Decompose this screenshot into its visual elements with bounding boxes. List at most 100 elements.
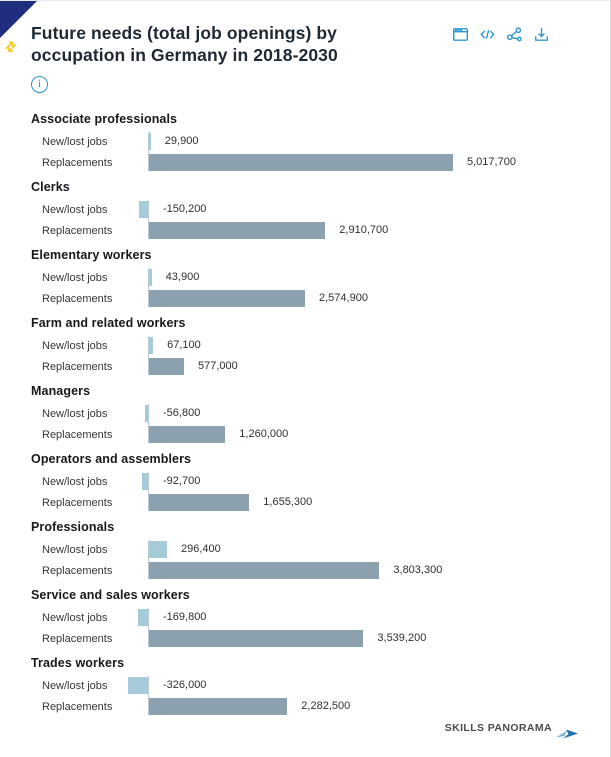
series-label: Replacements bbox=[42, 632, 113, 645]
bar[interactable] bbox=[149, 426, 226, 443]
category-label: Clerks bbox=[31, 180, 70, 194]
data-table-button[interactable] bbox=[452, 26, 469, 43]
bar[interactable] bbox=[149, 358, 184, 375]
series-label: New/lost jobs bbox=[42, 475, 108, 488]
plot-area: 5,017,700 bbox=[128, 152, 610, 173]
bar-row: Replacements 2,574,900 bbox=[42, 288, 610, 309]
plot-area: 1,655,300 bbox=[128, 492, 610, 513]
value-label: 3,539,200 bbox=[377, 632, 427, 644]
info-icon[interactable]: i bbox=[31, 76, 48, 93]
group-plot: New/lost jobs -92,700 Replacements 1,655… bbox=[42, 471, 610, 513]
page-title: Future needs (total job openings) by occu… bbox=[31, 22, 580, 66]
plot-area: 2,282,500 bbox=[128, 696, 610, 717]
bar[interactable] bbox=[149, 133, 151, 150]
series-label: New/lost jobs bbox=[42, 611, 108, 624]
plot-area: -150,200 bbox=[128, 199, 610, 220]
chart-toolbar bbox=[452, 26, 550, 43]
bar-row: New/lost jobs 43,900 bbox=[42, 267, 610, 288]
bar[interactable] bbox=[149, 337, 154, 354]
share-button[interactable] bbox=[506, 26, 523, 43]
chart-header: Future needs (total job openings) by occu… bbox=[0, 1, 610, 93]
value-label: 43,900 bbox=[165, 271, 200, 283]
chart-group: Operators and assemblers New/lost jobs -… bbox=[31, 451, 610, 519]
bar[interactable] bbox=[128, 677, 148, 694]
plot-area: 2,910,700 bbox=[128, 220, 610, 241]
plot-area: 29,900 bbox=[128, 131, 610, 152]
bar[interactable] bbox=[149, 222, 326, 239]
chart-group: Professionals New/lost jobs 296,400 Repl… bbox=[31, 519, 610, 587]
category-label: Trades workers bbox=[31, 656, 125, 670]
bar[interactable] bbox=[137, 609, 148, 626]
bar-row: New/lost jobs 67,100 bbox=[42, 335, 610, 356]
series-label: New/lost jobs bbox=[42, 271, 108, 284]
zero-axis-line bbox=[148, 404, 149, 443]
bar[interactable] bbox=[149, 290, 305, 307]
plot-area: -56,800 bbox=[128, 403, 610, 424]
category-label: Elementary workers bbox=[31, 248, 152, 262]
plot-area: 1,260,000 bbox=[128, 424, 610, 445]
series-label: Replacements bbox=[42, 292, 113, 305]
embed-code-button[interactable] bbox=[479, 26, 496, 43]
series-label: New/lost jobs bbox=[42, 203, 108, 216]
chart-group: Associate professionals New/lost jobs 29… bbox=[31, 111, 610, 179]
plot-area: 43,900 bbox=[128, 267, 610, 288]
bar[interactable] bbox=[149, 494, 250, 511]
zero-axis-line bbox=[148, 268, 149, 307]
value-label: 29,900 bbox=[164, 135, 199, 147]
bar-row: Replacements 2,910,700 bbox=[42, 220, 610, 241]
bar-row: Replacements 1,655,300 bbox=[42, 492, 610, 513]
series-label: Replacements bbox=[42, 360, 113, 373]
group-plot: New/lost jobs 67,100 Replacements 577,00… bbox=[42, 335, 610, 377]
zero-axis-line bbox=[148, 336, 149, 375]
skills-panorama-credit[interactable]: SKILLS PANORAMA bbox=[445, 722, 579, 739]
group-plot: New/lost jobs -326,000 Replacements 2,28… bbox=[42, 675, 610, 717]
bar[interactable] bbox=[138, 201, 148, 218]
bar[interactable] bbox=[142, 473, 148, 490]
bar-row: New/lost jobs 296,400 bbox=[42, 539, 610, 560]
plot-area: 2,574,900 bbox=[128, 288, 610, 309]
value-label: 1,655,300 bbox=[263, 496, 313, 508]
bar[interactable] bbox=[149, 698, 288, 715]
category-label: Farm and related workers bbox=[31, 316, 186, 330]
series-label: Replacements bbox=[42, 428, 113, 441]
series-label: New/lost jobs bbox=[42, 339, 108, 352]
group-plot: New/lost jobs -169,800 Replacements 3,53… bbox=[42, 607, 610, 649]
plot-area: 3,539,200 bbox=[128, 628, 610, 649]
bar-row: Replacements 5,017,700 bbox=[42, 152, 610, 173]
download-button[interactable] bbox=[533, 26, 550, 43]
bar-row: Replacements 577,000 bbox=[42, 356, 610, 377]
plot-area: 296,400 bbox=[128, 539, 610, 560]
plot-area: -169,800 bbox=[128, 607, 610, 628]
zero-axis-line bbox=[148, 676, 149, 715]
series-label: Replacements bbox=[42, 496, 113, 509]
category-label: Operators and assemblers bbox=[31, 452, 192, 466]
value-label: -92,700 bbox=[163, 475, 201, 487]
share-icon bbox=[507, 27, 522, 42]
series-label: Replacements bbox=[42, 224, 113, 237]
chart-group: Service and sales workers New/lost jobs … bbox=[31, 587, 610, 655]
chart-group: Clerks New/lost jobs -150,200 Replacemen… bbox=[31, 179, 610, 247]
chart-group: Managers New/lost jobs -56,800 Replaceme… bbox=[31, 383, 610, 451]
group-plot: New/lost jobs 296,400 Replacements 3,803… bbox=[42, 539, 610, 581]
zero-axis-line bbox=[148, 472, 149, 511]
zero-axis-line bbox=[148, 608, 149, 647]
category-label: Managers bbox=[31, 384, 91, 398]
value-label: 296,400 bbox=[181, 543, 221, 555]
bar[interactable] bbox=[149, 154, 453, 171]
series-label: New/lost jobs bbox=[42, 543, 108, 556]
value-label: 5,017,700 bbox=[467, 156, 516, 168]
bar[interactable] bbox=[149, 630, 364, 647]
bar[interactable] bbox=[149, 541, 167, 558]
value-label: -326,000 bbox=[163, 679, 207, 691]
bar-chart: Associate professionals New/lost jobs 29… bbox=[0, 111, 610, 723]
bar[interactable] bbox=[149, 269, 152, 286]
bar[interactable] bbox=[149, 562, 380, 579]
value-label: 3,803,300 bbox=[393, 564, 443, 576]
bar-row: Replacements 3,803,300 bbox=[42, 560, 610, 581]
bar[interactable] bbox=[144, 405, 148, 422]
series-label: Replacements bbox=[42, 700, 113, 713]
zero-axis-line bbox=[148, 132, 149, 171]
bar-row: New/lost jobs -326,000 bbox=[42, 675, 610, 696]
brand-arrow-icon bbox=[556, 729, 578, 739]
